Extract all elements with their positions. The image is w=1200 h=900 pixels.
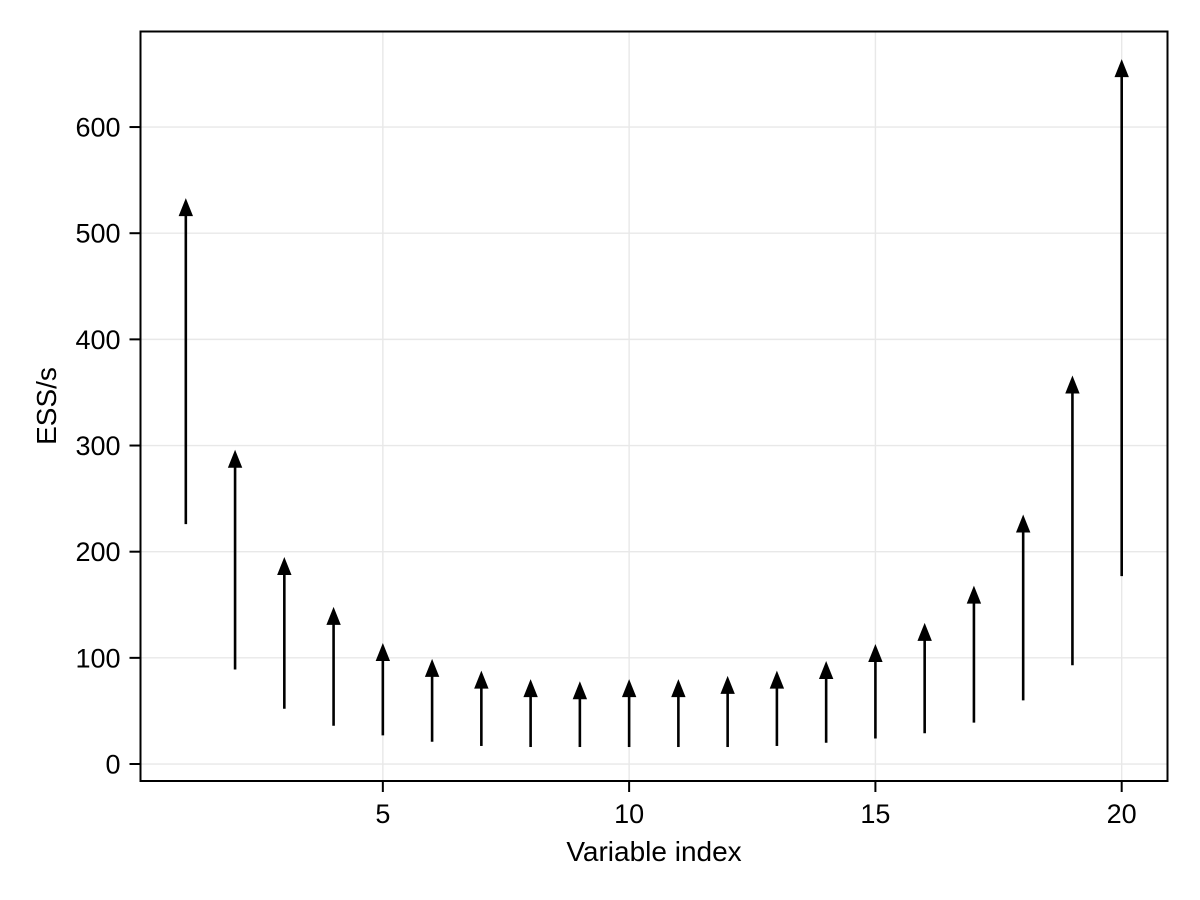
x-tick-label: 10 <box>614 799 644 829</box>
arrow-variable-17 <box>966 585 982 723</box>
arrow-variable-10 <box>621 679 637 748</box>
arrow-head <box>671 679 686 698</box>
y-tick-label: 500 <box>75 219 120 249</box>
arrow-variable-12 <box>720 675 735 748</box>
arrow-head <box>769 670 785 689</box>
arrow-head <box>178 198 194 217</box>
arrow-head <box>966 585 982 604</box>
arrow-variable-6 <box>424 658 440 742</box>
tick-layer <box>129 126 1123 792</box>
y-tick-label: 200 <box>75 537 120 567</box>
tick-label-layer: 0 100 200 300 400 500 600 5 10 15 20 <box>75 113 1136 829</box>
arrow-head <box>424 658 440 677</box>
arrow-variable-1 <box>178 198 194 525</box>
arrow-head <box>621 679 637 698</box>
arrow-head <box>818 661 834 680</box>
x-tick-label: 15 <box>860 799 890 829</box>
x-tick-label: 5 <box>375 799 390 829</box>
arrow-variable-16 <box>917 622 932 734</box>
arrow-variable-7 <box>474 670 489 746</box>
arrow-variable-11 <box>671 679 686 748</box>
y-tick-label: 0 <box>105 750 120 780</box>
arrow-variable-3 <box>277 556 292 709</box>
arrow-variable-8 <box>523 679 538 748</box>
arrow-head <box>917 622 932 641</box>
arrow-variable-4 <box>326 606 341 726</box>
arrow-head <box>1015 514 1031 533</box>
arrow-variable-13 <box>769 670 785 746</box>
arrow-head <box>1114 59 1129 78</box>
arrow-head <box>523 679 538 698</box>
y-tick-label: 300 <box>75 431 120 461</box>
arrow-layer <box>178 59 1129 748</box>
arrow-variable-15 <box>868 644 883 739</box>
x-tick-label: 20 <box>1107 799 1137 829</box>
arrow-head <box>868 644 883 663</box>
axis-spine-box <box>139 30 1169 782</box>
arrow-variable-14 <box>818 661 834 743</box>
y-axis-label: ESS/s <box>31 367 62 445</box>
arrow-variable-2 <box>227 449 243 670</box>
arrow-variable-18 <box>1015 514 1031 701</box>
grid-layer <box>140 31 1168 781</box>
arrow-variable-19 <box>1065 375 1080 666</box>
arrow-head <box>227 449 243 468</box>
y-tick-label: 400 <box>75 325 120 355</box>
arrow-head <box>375 642 391 661</box>
x-axis-label: Variable index <box>566 836 741 867</box>
arrow-variable-5 <box>375 642 391 736</box>
y-tick-label: 100 <box>75 643 120 673</box>
arrow-head <box>474 670 489 689</box>
arrow-head <box>326 606 341 625</box>
arrow-head <box>277 556 292 575</box>
arrow-variable-20 <box>1114 59 1129 577</box>
arrow-head <box>720 675 735 694</box>
arrow-head <box>1065 375 1080 394</box>
arrow-variable-9 <box>572 681 588 748</box>
arrow-head <box>572 681 588 700</box>
y-tick-label: 600 <box>75 113 120 143</box>
